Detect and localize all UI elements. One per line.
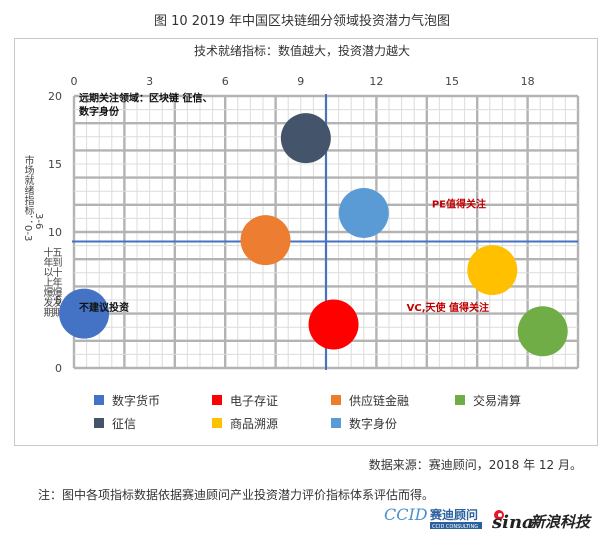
legend-label: 征信: [112, 417, 136, 431]
figure-title: 图 10 2019 年中国区块链细分领域投资潜力气泡图: [153, 14, 451, 29]
legend-swatch: [455, 395, 465, 405]
chart-annotation: 远期关注领域：区块链 征信、: [79, 91, 212, 104]
legend-swatch: [331, 418, 341, 428]
legend-label: 电子存证: [230, 394, 278, 408]
y-axis-title: 市场就绪指标：0-3 3-6 十年以上爆发期 五到十年爆发期: [22, 155, 62, 335]
bubble: [240, 215, 291, 266]
sina-logo: sina 新浪科技: [491, 510, 592, 533]
ccid-logo: CCID 赛迪顾问 CCID CONSULTING: [384, 505, 482, 530]
x-tick-label: 9: [297, 75, 304, 88]
legend-swatch: [212, 395, 222, 405]
bubble: [338, 187, 389, 238]
legend-label: 交易清算: [473, 393, 521, 408]
legend-swatch: [94, 418, 104, 428]
y-axis-title-line-3: 十年以上爆发期: [41, 247, 52, 317]
data-source: 数据来源：赛迪顾问，2018 年 12 月。: [368, 458, 582, 472]
ccid-logo-name: 赛迪顾问: [429, 507, 478, 522]
y-axis-title-line-4: 五到十年爆发期: [50, 247, 61, 317]
y-axis-title-line-2: 3-6: [33, 213, 44, 230]
x-tick-label: 0: [71, 75, 78, 88]
chart-bubbles: [59, 113, 568, 357]
legend-label: 数字身份: [349, 416, 397, 431]
x-axis-title: 技术就绪指标：数值越大，投资潜力越大: [193, 44, 410, 58]
figure-note: 注：图中各项指标数据依据赛迪顾问产业投资潜力评价指标体系评估而得。: [38, 488, 435, 502]
legend-swatch: [331, 395, 341, 405]
y-tick-label: 5: [55, 294, 62, 307]
ccid-logo-subtitle: CCID CONSULTING: [432, 524, 478, 530]
bubble: [280, 113, 331, 164]
legend-label: 供应链金融: [349, 393, 409, 408]
x-tick-label: 3: [146, 75, 153, 88]
bubble: [467, 245, 518, 296]
sina-logo-name: 新浪科技: [530, 513, 592, 531]
ccid-logo-text: CCID: [384, 505, 428, 524]
x-tick-label: 6: [222, 75, 229, 88]
bubble: [59, 288, 110, 339]
chart-annotations: 远期关注领域：区块链 征信、数字身份 PE值得关注 VC,天使 值得关注 不建议投资: [79, 91, 489, 313]
legend-swatch: [94, 395, 104, 405]
legend-label: 商品溯源: [230, 416, 278, 431]
legend-swatch: [212, 418, 222, 428]
chart-annotation: 数字身份: [79, 105, 120, 118]
bubble: [308, 299, 359, 350]
x-tick-label: 15: [445, 75, 459, 88]
y-tick-label: 0: [55, 362, 62, 375]
legend-label: 数字货币: [112, 393, 160, 408]
sina-logo-text: sina: [491, 512, 534, 533]
bubble: [517, 306, 568, 357]
chart-frame: [14, 38, 598, 446]
y-tick-label: 20: [48, 90, 62, 103]
chart-annotation: PE值得关注: [432, 198, 486, 211]
y-tick-label: 15: [48, 158, 62, 171]
x-tick-label: 12: [369, 75, 383, 88]
axis-ticks: 0 3 6 9 12 15 18 0 5 10 15 20: [48, 75, 535, 375]
y-tick-label: 10: [48, 226, 62, 239]
x-tick-label: 18: [521, 75, 535, 88]
chart-annotation: 不建议投资: [79, 301, 129, 314]
chart-annotation: VC,天使 值得关注: [407, 301, 489, 314]
y-axis-title-line-1: 市场就绪指标：0-3: [22, 155, 33, 242]
